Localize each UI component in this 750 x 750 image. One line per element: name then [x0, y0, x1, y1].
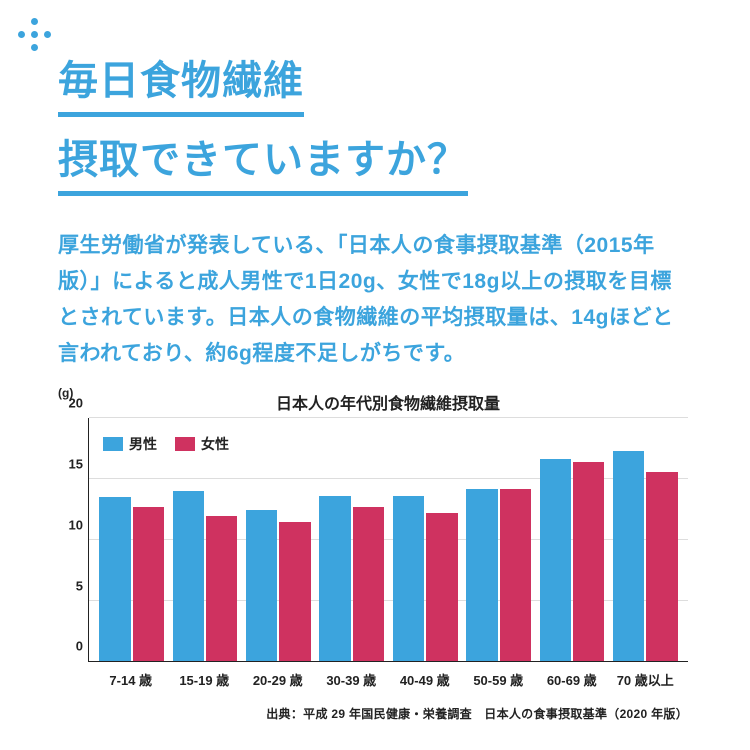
y-tick-label: 15 — [61, 457, 83, 472]
bars-container — [89, 418, 688, 661]
y-tick-label: 10 — [61, 517, 83, 532]
bar-group — [535, 418, 608, 661]
bar-group — [242, 418, 315, 661]
legend-item: 男性 — [103, 434, 157, 454]
bar-group — [315, 418, 388, 661]
x-tick-label: 20-29 歳 — [241, 670, 315, 689]
x-tick-label: 15-19 歳 — [168, 670, 242, 689]
decoration-dots — [18, 18, 52, 52]
content-wrap: 毎日食物繊維 摂取できていますか？ 厚生労働省が発表している、「日本人の食事摂取… — [0, 0, 750, 722]
description-text: 厚生労働省が発表している、「日本人の食事摂取基準（2015年版）」によると成人男… — [58, 228, 692, 372]
bar-group — [609, 418, 682, 661]
chart-legend: 男性 女性 — [103, 434, 229, 454]
bar-group — [462, 418, 535, 661]
bar — [206, 516, 237, 662]
page-title: 毎日食物繊維 摂取できていますか？ — [58, 48, 692, 206]
bar — [393, 496, 424, 661]
x-axis-labels: 7-14 歳15-19 歳20-29 歳30-39 歳40-49 歳50-59 … — [88, 670, 688, 689]
y-tick-label: 20 — [61, 396, 83, 411]
legend-label: 男性 — [129, 434, 157, 454]
chart-title: 日本人の年代別食物繊維摂取量 — [88, 390, 688, 414]
bar-group — [168, 418, 241, 661]
bar — [246, 510, 277, 662]
legend-swatch — [103, 437, 123, 451]
title-line-2: 摂取できていますか？ — [58, 127, 468, 196]
y-tick-label: 0 — [61, 639, 83, 654]
x-tick-label: 70 歳以上 — [609, 670, 683, 689]
bar-group — [95, 418, 168, 661]
legend-label: 女性 — [201, 434, 229, 454]
title-line-1: 毎日食物繊維 — [58, 48, 304, 117]
bar — [173, 491, 204, 661]
x-tick-label: 7-14 歳 — [94, 670, 168, 689]
chart-plot-area: 男性女性 05101520 — [88, 418, 688, 662]
bar — [426, 513, 457, 661]
bar — [466, 489, 497, 662]
x-tick-label: 40-49 歳 — [388, 670, 462, 689]
bar — [279, 522, 310, 662]
x-tick-label: 60-69 歳 — [535, 670, 609, 689]
bar — [500, 489, 531, 662]
fiber-intake-chart: (g) 日本人の年代別食物繊維摂取量 男性女性 05101520 7-14 歳1… — [58, 390, 692, 722]
bar — [319, 496, 350, 661]
bar — [353, 507, 384, 661]
legend-item: 女性 — [175, 434, 229, 454]
bar-group — [389, 418, 462, 661]
bar — [646, 472, 677, 662]
legend-swatch — [175, 437, 195, 451]
bar — [573, 462, 604, 661]
x-tick-label: 50-59 歳 — [462, 670, 536, 689]
y-tick-label: 5 — [61, 578, 83, 593]
bar — [133, 507, 164, 661]
bar — [540, 459, 571, 662]
x-tick-label: 30-39 歳 — [315, 670, 389, 689]
bar — [613, 451, 644, 661]
bar — [99, 497, 130, 661]
source-citation: 出典：平成 29 年国民健康・栄養調査 日本人の食事摂取基準（2020 年版） — [88, 705, 688, 722]
